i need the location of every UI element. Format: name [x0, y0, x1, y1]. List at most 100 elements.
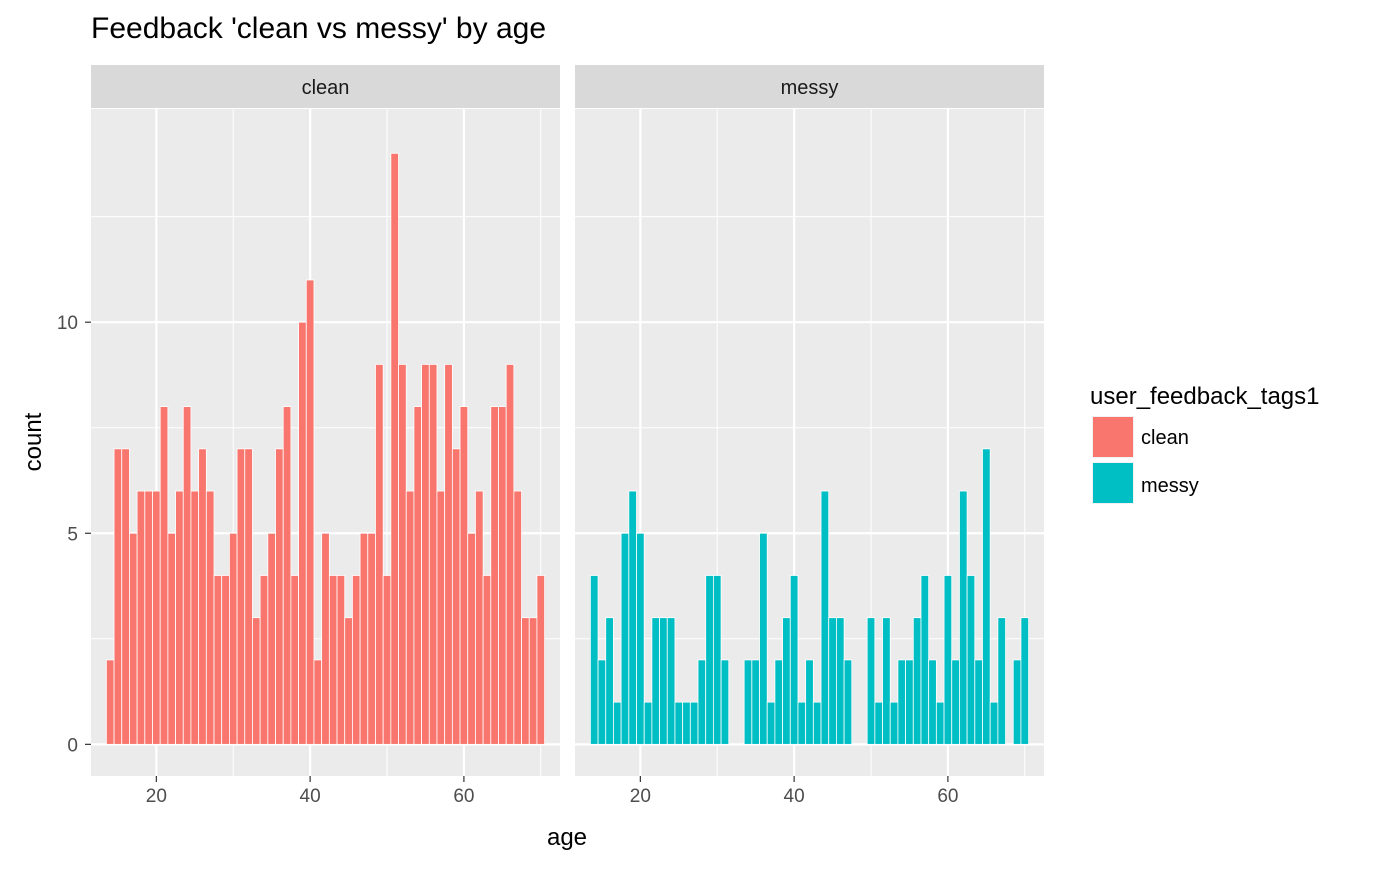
bar [689, 701, 699, 745]
bar [190, 490, 200, 745]
x-axis-clean: 20 40 60 [146, 776, 474, 807]
bar [705, 575, 714, 745]
bar [152, 490, 161, 745]
bar [375, 364, 384, 745]
bar [589, 575, 599, 745]
bar [382, 575, 392, 745]
bar [521, 617, 530, 745]
bar [198, 448, 207, 745]
bar [367, 532, 376, 745]
bar [797, 701, 807, 745]
bar [344, 617, 353, 745]
bar [774, 659, 783, 745]
bar [712, 575, 722, 745]
bar [451, 448, 461, 745]
bar [1012, 659, 1022, 745]
bar [743, 659, 753, 745]
y-axis-title: count [20, 412, 47, 471]
bar [597, 659, 607, 745]
bar [536, 575, 546, 745]
bar [328, 575, 338, 745]
bar [182, 406, 192, 745]
bar [889, 701, 899, 745]
bar [259, 575, 269, 745]
strip-clean-bg [91, 65, 560, 108]
bar [874, 701, 883, 745]
y-tick-label: 0 [67, 735, 78, 756]
strip-messy-bg [575, 65, 1044, 108]
bar [313, 659, 323, 745]
bar [444, 364, 453, 745]
bar [275, 448, 284, 745]
bar [129, 532, 138, 745]
legend-swatch-clean [1093, 417, 1133, 457]
strip-label-clean: clean [302, 77, 350, 99]
bars-clean [105, 152, 546, 745]
bar [244, 448, 253, 745]
bar [866, 617, 876, 745]
bar [213, 575, 223, 745]
bar [267, 532, 276, 745]
bar [398, 364, 407, 745]
bar [620, 532, 630, 745]
x-tick-label: 20 [146, 786, 167, 807]
bar [121, 448, 130, 745]
x-axis-title: age [547, 824, 587, 851]
bar [1020, 617, 1030, 745]
bar [766, 701, 776, 745]
bar [805, 659, 814, 745]
bar [167, 532, 176, 745]
bar [475, 490, 484, 745]
legend-label-clean: clean [1141, 427, 1189, 449]
bar [935, 701, 945, 745]
bar [467, 532, 476, 745]
bar [144, 490, 153, 745]
legend-label-messy: messy [1141, 475, 1199, 497]
bar [666, 617, 676, 745]
legend-item-messy: messy [1092, 462, 1199, 504]
bar [136, 490, 146, 745]
bar [882, 617, 891, 745]
bar [482, 575, 492, 745]
bar [812, 701, 822, 745]
bar [228, 532, 238, 745]
bar [459, 406, 469, 745]
strip-label-messy: messy [781, 77, 839, 99]
bar [221, 575, 230, 745]
bar [628, 490, 637, 745]
bar [897, 659, 907, 745]
bar [966, 575, 976, 745]
legend-title: user_feedback_tags1 [1090, 383, 1320, 410]
bar [982, 448, 991, 745]
bar [498, 406, 507, 745]
bar [352, 575, 361, 745]
bar [428, 364, 438, 745]
legend-item-clean: clean [1092, 416, 1189, 458]
bars-messy [589, 448, 1030, 745]
bar [720, 659, 730, 745]
bar [159, 406, 169, 745]
x-tick-label: 60 [937, 786, 958, 807]
bar [789, 575, 799, 745]
bar [252, 617, 261, 745]
bar [943, 575, 953, 745]
bar [513, 490, 522, 745]
bar [505, 364, 515, 745]
bar [436, 490, 446, 745]
legend-swatch-messy [1093, 463, 1133, 503]
bar [989, 701, 999, 745]
bar [759, 532, 768, 745]
bar [305, 279, 315, 745]
bar [912, 617, 922, 745]
bar [905, 659, 914, 745]
bar [951, 659, 960, 745]
bar [205, 490, 215, 745]
bar [674, 701, 684, 745]
bar [974, 659, 983, 745]
bar [336, 575, 346, 745]
bar [236, 448, 246, 745]
bar [405, 490, 415, 745]
bar [828, 617, 837, 745]
x-tick-label: 60 [453, 786, 474, 807]
